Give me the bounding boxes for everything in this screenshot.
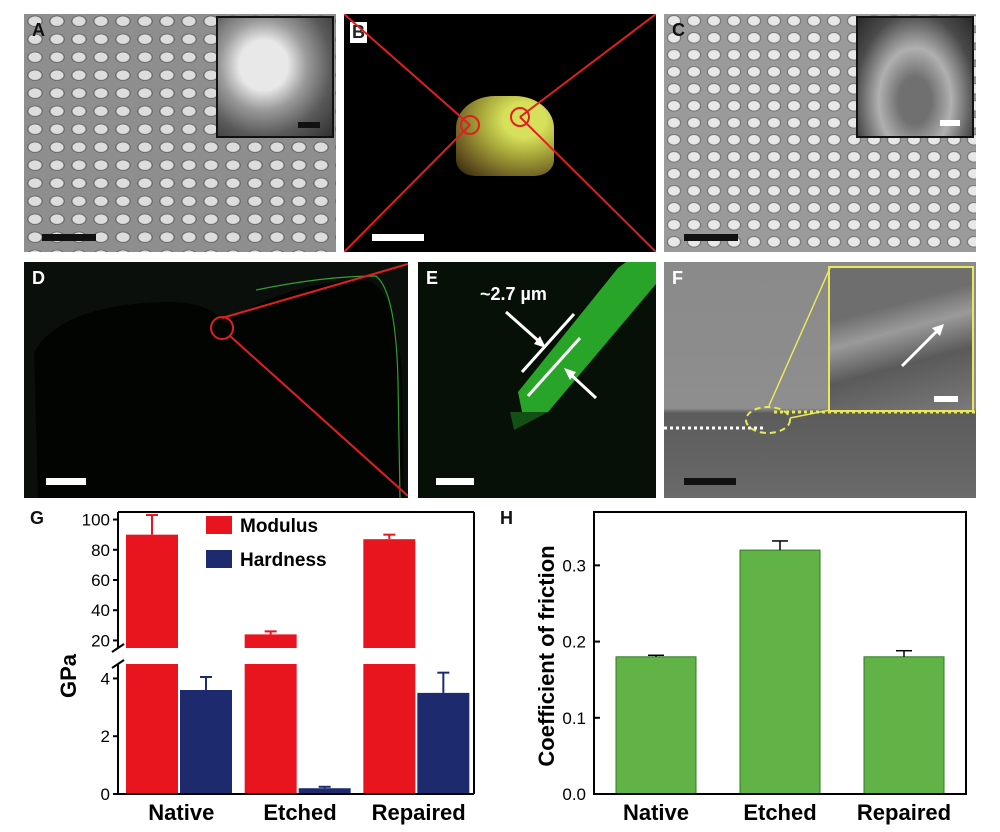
panel-b-fluorescence-image: B [344, 14, 656, 252]
legend-label-modulus: Modulus [240, 516, 318, 537]
legend-swatch-modulus [206, 516, 232, 534]
chart-g-ylabel: GPa [56, 653, 81, 698]
panel-b-marker-left [460, 115, 480, 135]
axis-break-band [118, 649, 474, 663]
chart-h-frame [593, 511, 967, 795]
legend-label-hardness: Hardness [240, 550, 327, 571]
chart-g-ytick-label: 80 [91, 541, 110, 560]
chart-g-category-native: Native [148, 800, 214, 825]
chart-g-modulus-hardness: GPa Native Etched Repaired 20 40 60 80 100 0 2 4 Mo… [56, 511, 475, 825]
fluorescent-layer [518, 262, 656, 412]
panel-g-label: G [30, 508, 45, 528]
chart-g-ytick-label: 20 [91, 631, 110, 650]
panel-a-scale-bar [42, 234, 96, 241]
modulus-bar-repaired [363, 539, 416, 648]
legend-swatch-hardness [206, 550, 232, 568]
panel-a-inset [216, 16, 334, 138]
panel-a-label: A [32, 20, 45, 40]
panel-b-label: B [350, 22, 367, 43]
panel-d-scale-bar [46, 478, 86, 485]
modulus-bar-etched [244, 634, 297, 648]
panel-c-scale-bar [684, 234, 738, 241]
panel-a-inset-scale-bar [298, 122, 320, 128]
panel-c-inset-scale-bar [940, 120, 960, 126]
panel-d-label: D [32, 268, 45, 288]
chart-h-category-repaired: Repaired [857, 800, 951, 825]
friction-bar-etched [739, 549, 821, 795]
axis-break-mark-bottom [111, 659, 125, 669]
panel-a-sem-image: A [24, 14, 336, 252]
panel-f-inset-scale-bar [934, 396, 958, 402]
panel-e-label: E [426, 268, 439, 288]
chart-h-ytick-label: 0.3 [562, 556, 586, 575]
panel-c-sem-image: C [664, 14, 976, 252]
friction-bar-native [615, 656, 697, 795]
axis-break-mark-top [111, 643, 125, 653]
enamel-fluorescence-line [255, 275, 401, 498]
modulus-bar-lower-etched [244, 664, 297, 794]
chart-g-category-repaired: Repaired [372, 800, 466, 825]
panel-e-confocal-zoom: E ~2.7 µm [418, 262, 656, 498]
panel-f-inset-arrow [900, 330, 938, 368]
chart-g-ytick-label: 4 [101, 669, 110, 688]
chart-g-ytick-label: 60 [91, 571, 110, 590]
chart-h-friction: Coefficient of friction Native Etched Repa… [534, 511, 967, 825]
panel-f-label: F [672, 268, 683, 288]
thickness-annotation: ~2.7 µm [480, 284, 547, 304]
panel-b-marker-right [510, 107, 530, 127]
panel-e-scale-bar [436, 478, 474, 485]
chart-g-ytick-label: 2 [101, 727, 110, 746]
panel-h-label: H [500, 508, 513, 528]
panel-f-sem-crosssection: F [664, 262, 976, 498]
hardness-bar-native [180, 690, 232, 794]
panel-f-scale-bar [684, 478, 736, 485]
hardness-bar-repaired [417, 692, 470, 794]
hardness-bar-etched [298, 788, 351, 794]
panel-b-zoom-lines [344, 14, 656, 252]
panel-f-marker [745, 406, 791, 434]
chart-h-ytick-label: 0.0 [562, 785, 586, 804]
panel-d-confocal-image: D [24, 262, 408, 498]
chart-h-ylabel: Coefficient of friction [534, 545, 559, 766]
panel-c-inset [856, 16, 974, 138]
modulus-bar-native [126, 534, 178, 648]
arrow-upper [505, 310, 543, 346]
panel-e-overlay [505, 262, 656, 430]
tooth-sample [456, 96, 554, 176]
chart-h-category-etched: Etched [743, 800, 816, 825]
measure-line-bottom [526, 336, 582, 398]
tooth-outline [34, 280, 404, 498]
panel-b-scale-bar [372, 234, 424, 241]
panel-f-inset [828, 266, 974, 412]
chart-g-ytick-label: 100 [82, 511, 110, 530]
chart-h-ytick-label: 0.1 [562, 709, 586, 728]
friction-bar-repaired [863, 656, 945, 795]
chart-g-category-etched: Etched [263, 800, 336, 825]
chart-g-ytick-label: 0 [101, 785, 110, 804]
chart-h-ytick-label: 0.2 [562, 633, 586, 652]
panel-f-overlay [664, 267, 976, 434]
chart-h-category-native: Native [623, 800, 689, 825]
modulus-bar-lower-native [126, 664, 178, 794]
chart-g-ytick-label: 40 [91, 601, 110, 620]
panel-c-label: C [672, 20, 685, 40]
modulus-bar-lower-repaired [363, 664, 416, 794]
measure-line-top [520, 312, 576, 374]
panel-d-overlay [34, 263, 408, 498]
